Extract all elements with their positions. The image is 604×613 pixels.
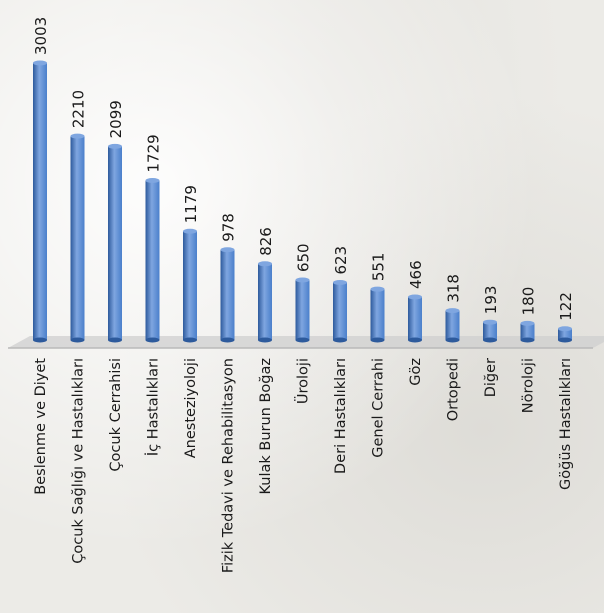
bar-top: [33, 60, 47, 66]
bar-base: [483, 337, 497, 343]
category-label: Kulak Burun Boğaz: [258, 358, 274, 495]
bar-top: [445, 308, 460, 314]
bar-base: [520, 337, 535, 343]
bar: [520, 323, 535, 340]
bar-top: [295, 277, 310, 283]
bar: [220, 249, 235, 340]
bar-top: [483, 319, 497, 325]
value-label: 650: [295, 243, 313, 272]
category-label: Ortopedi: [446, 358, 462, 421]
value-label: 193: [482, 286, 500, 315]
bar-base: [70, 337, 85, 343]
value-label: 2099: [107, 100, 125, 138]
bar: [445, 310, 460, 340]
category-label: Beslenme ve Diyet: [33, 358, 49, 495]
bar-base: [558, 337, 572, 343]
value-label: 122: [557, 292, 575, 321]
value-label: 2210: [70, 90, 88, 128]
category-label: Fizik Tedavi ve Rehabilitasyon: [221, 358, 237, 573]
bar-top: [70, 133, 85, 139]
bar-base: [145, 337, 160, 343]
bar: [408, 297, 422, 340]
bar-base: [183, 337, 197, 343]
bar: [33, 63, 47, 340]
bar: [70, 136, 85, 340]
category-label: Deri Hastalıkları: [333, 358, 349, 474]
bar-top: [220, 247, 235, 253]
category-label: Diğer: [483, 358, 499, 397]
bar: [483, 322, 497, 340]
value-label: 826: [257, 227, 275, 256]
category-label: Göz: [408, 358, 424, 386]
category-label: Genel Cerrahi: [371, 358, 387, 458]
category-label: Çocuk Sağlığı ve Hastalıkları: [71, 358, 87, 564]
category-label: Nöroloji: [521, 358, 537, 413]
bar-top: [558, 326, 572, 332]
bar-base: [333, 337, 347, 343]
bar-base: [408, 337, 422, 343]
category-label: Göğüs Hastalıkları: [558, 358, 574, 490]
bar-top: [108, 143, 122, 149]
bar: [295, 280, 310, 340]
value-label: 1729: [145, 134, 163, 172]
bar: [370, 289, 385, 340]
bar-top: [333, 280, 347, 286]
bar: [258, 263, 272, 340]
bar: [333, 282, 347, 340]
bar: [145, 180, 160, 340]
bar-base: [258, 337, 272, 343]
bar: [558, 328, 572, 340]
bar-base: [33, 337, 47, 343]
bar-top: [370, 286, 385, 292]
value-label: 466: [407, 260, 425, 289]
value-label: 180: [520, 287, 538, 316]
bar: [183, 231, 197, 340]
bar-top: [520, 320, 535, 326]
category-label: Çocuk Cerrahisi: [108, 358, 124, 472]
bar-base: [295, 337, 310, 343]
bar-top: [408, 294, 422, 300]
bar-base: [370, 337, 385, 343]
category-label: Üroloji: [294, 358, 312, 404]
value-label: 3003: [32, 17, 50, 55]
category-label: İç Hastalıkları: [144, 358, 162, 456]
value-label: 1179: [182, 185, 200, 223]
value-label: 318: [445, 274, 463, 303]
value-label: 551: [370, 253, 388, 282]
bar-base: [445, 337, 460, 343]
bar: [108, 146, 122, 340]
bar-top: [145, 178, 160, 184]
category-label: Anesteziyoloji: [183, 358, 199, 458]
bar-top: [183, 228, 197, 234]
value-label: 623: [332, 246, 350, 275]
bar-base: [108, 337, 122, 343]
value-label: 978: [220, 213, 238, 242]
bar-top: [258, 261, 272, 267]
bar-base: [220, 337, 235, 343]
